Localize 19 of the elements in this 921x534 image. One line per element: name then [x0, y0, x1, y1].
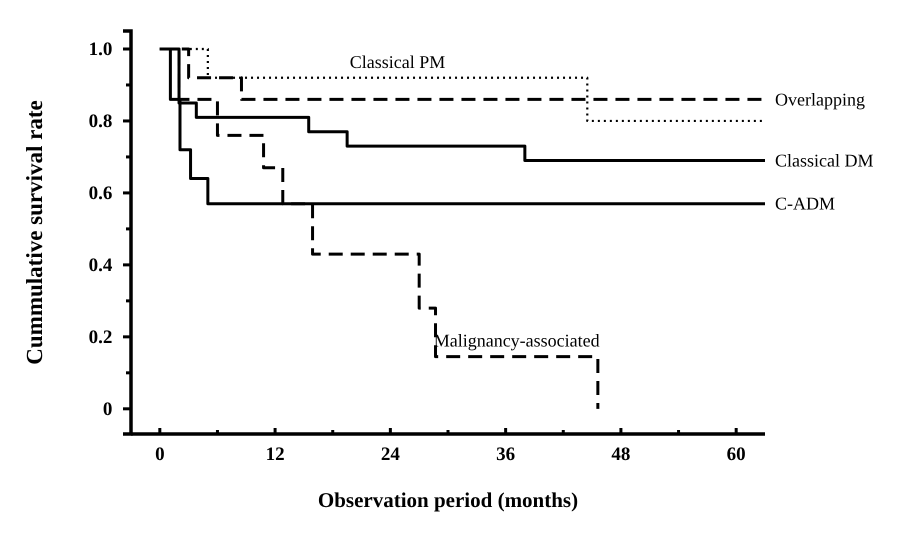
y-tick-label: 0.4 — [88, 254, 113, 276]
y-tick-label: 0.8 — [88, 111, 112, 132]
x-axis-title: Observation period (months) — [318, 488, 578, 512]
y-tick-label: 1.0 — [88, 39, 112, 60]
y-tick-label: 0.2 — [88, 326, 112, 348]
x-tick-label: 12 — [266, 444, 285, 465]
series-label: Classical DM — [775, 150, 874, 171]
y-tick-label: 0.6 — [88, 183, 112, 204]
y-tick-label: 0 — [102, 398, 112, 420]
series-label: Classical PM — [350, 52, 446, 72]
x-tick-label: 0 — [155, 444, 165, 465]
x-tick-label: 48 — [611, 444, 630, 465]
x-tick-label: 24 — [380, 444, 400, 465]
series-label: Overlapping — [775, 89, 865, 110]
series-label: Malignancy-associated — [434, 330, 600, 351]
x-tick-label: 60 — [726, 444, 746, 465]
x-tick-label: 36 — [496, 444, 516, 465]
y-axis-title: Cummulative survival rate — [22, 100, 47, 365]
series-label: C-ADM — [775, 194, 836, 214]
